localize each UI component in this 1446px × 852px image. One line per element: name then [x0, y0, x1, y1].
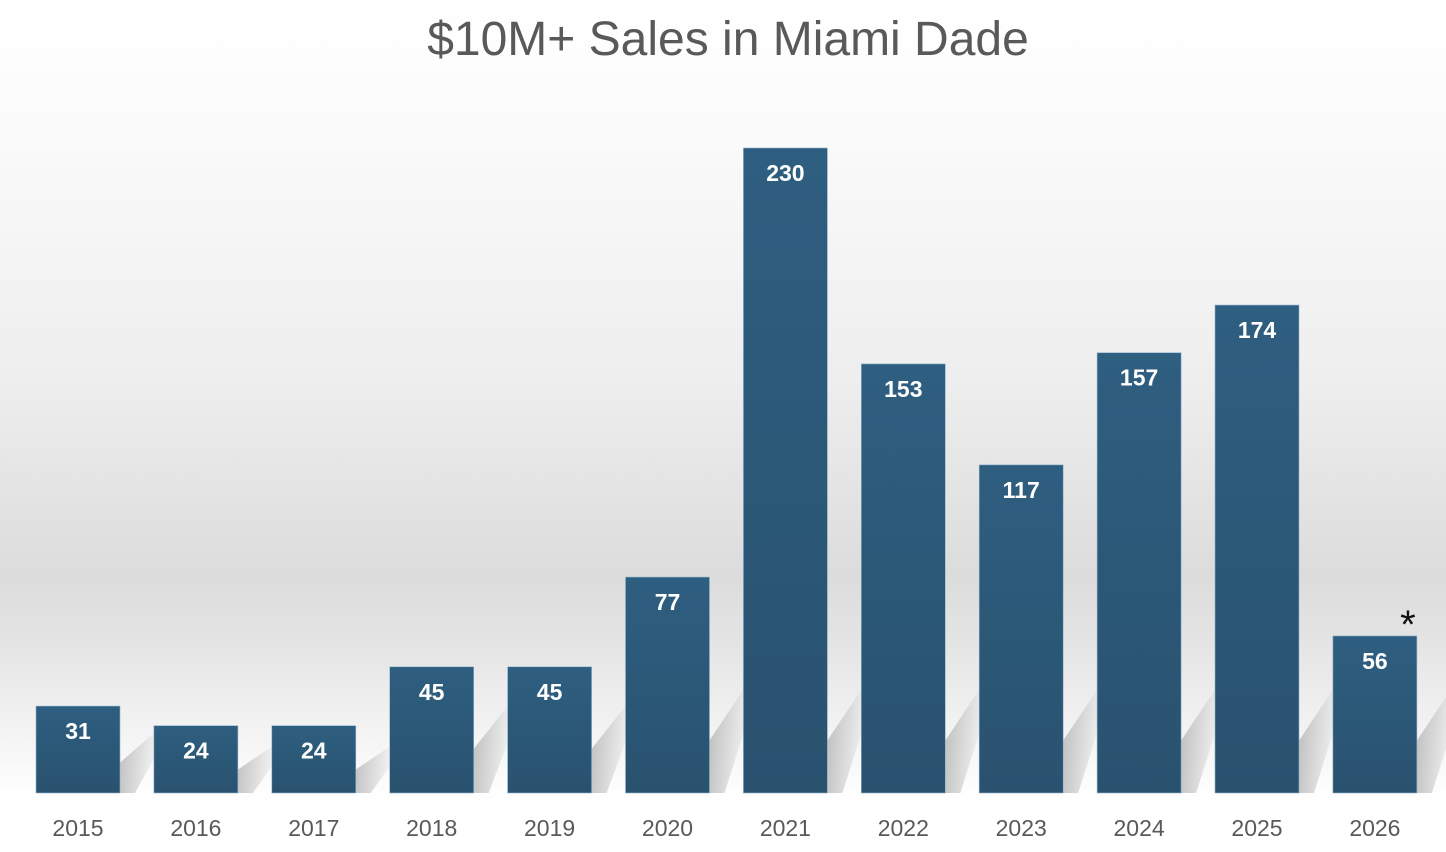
bars	[35, 147, 1418, 794]
data-label-2021: 230	[766, 160, 804, 186]
data-label-2017: 24	[301, 738, 327, 764]
x-tick-2016: 2016	[170, 815, 221, 841]
data-label-2024: 157	[1120, 365, 1158, 391]
data-label-2023: 117	[1003, 477, 1040, 503]
bar-2015	[35, 705, 121, 794]
data-label-2022: 153	[884, 376, 922, 402]
bar-2016	[153, 725, 239, 794]
bar-2023	[978, 464, 1064, 794]
bar-2022	[860, 363, 946, 794]
x-axis-tick-labels: 2015 2016 2017 2018 2019 2020 2021 2022 2023 2024…	[52, 815, 1400, 841]
x-tick-2018: 2018	[406, 815, 457, 841]
bar-shadow	[1181, 680, 1222, 793]
bar-2021	[743, 147, 828, 794]
x-tick-2017: 2017	[288, 815, 339, 841]
bar-2025	[1214, 304, 1300, 794]
x-tick-2020: 2020	[642, 815, 693, 841]
x-tick-2015: 2015	[52, 815, 103, 841]
bar-shadow	[1416, 696, 1446, 793]
bar-shadow	[1063, 680, 1104, 793]
data-label-2018: 45	[419, 679, 445, 705]
data-label-2016: 24	[183, 738, 209, 764]
bar-2019	[507, 666, 592, 794]
bar-shadow	[473, 698, 514, 793]
x-tick-2024: 2024	[1114, 815, 1165, 841]
bar-2020	[625, 576, 710, 794]
bar-shadow	[237, 742, 278, 793]
bar-shadow	[827, 680, 868, 793]
bar-2017	[271, 725, 357, 794]
bar-shadow	[709, 680, 750, 793]
bar-shadow	[1299, 680, 1339, 793]
annotation-asterisk: *	[1400, 603, 1416, 647]
x-tick-2025: 2025	[1231, 815, 1282, 841]
chart-title: $10M+ Sales in Miami Dade	[427, 13, 1029, 66]
data-label-2025: 174	[1238, 317, 1277, 343]
bar-2024	[1096, 352, 1182, 794]
data-label-2019: 45	[537, 679, 563, 705]
x-tick-2023: 2023	[996, 815, 1047, 841]
data-label-2015: 31	[65, 718, 91, 744]
x-tick-2022: 2022	[878, 815, 929, 841]
bar-shadow	[120, 727, 160, 793]
bar-shadow	[355, 742, 396, 793]
bar-2018	[389, 666, 475, 794]
bar-shadows	[120, 680, 1446, 793]
bar-2026	[1332, 635, 1418, 794]
x-tick-2021: 2021	[760, 815, 811, 841]
x-tick-2019: 2019	[524, 815, 575, 841]
data-label-2020: 77	[655, 589, 681, 615]
bar-shadow	[945, 680, 986, 793]
x-tick-2026: 2026	[1349, 815, 1400, 841]
bar-shadow	[591, 698, 632, 793]
data-labels: 31 24 24 45 45 77 230 153 117 157 174 56	[65, 160, 1387, 764]
data-label-2026: 56	[1362, 648, 1388, 674]
annotations: *	[1400, 603, 1416, 647]
